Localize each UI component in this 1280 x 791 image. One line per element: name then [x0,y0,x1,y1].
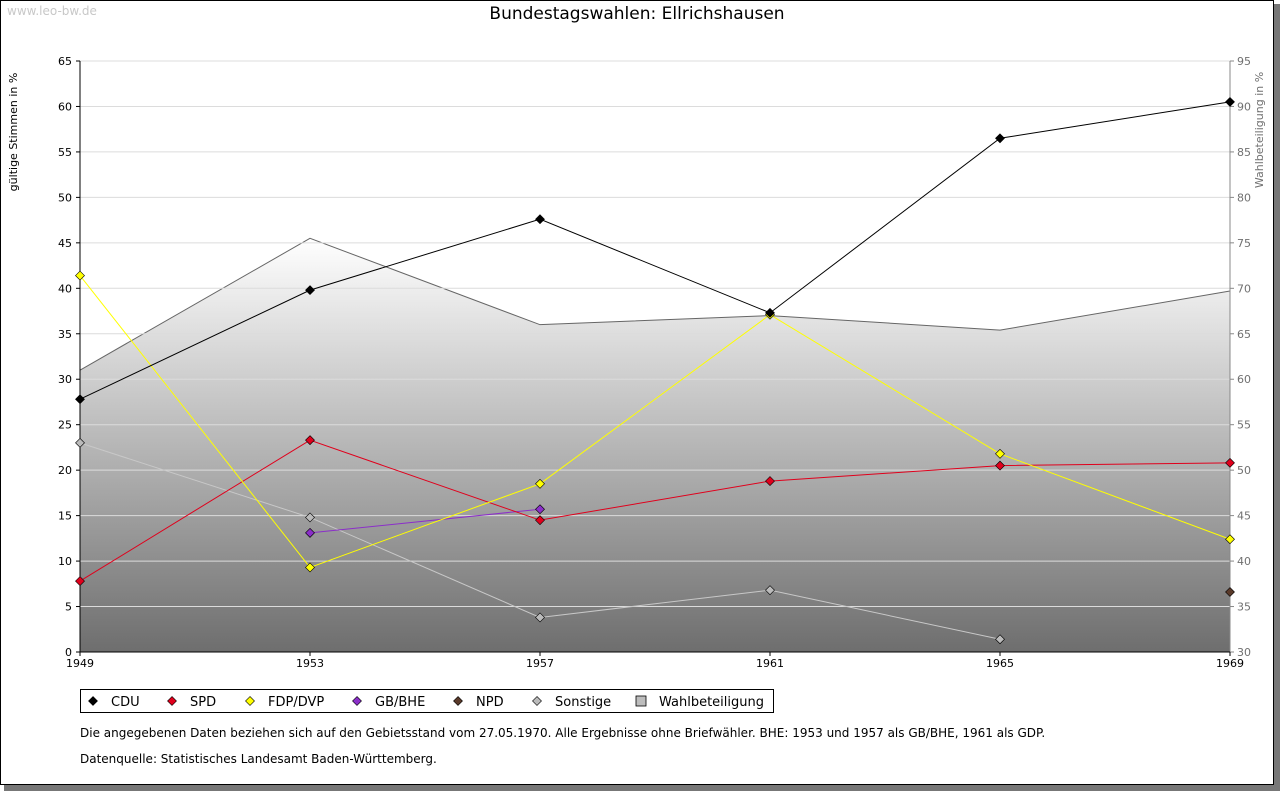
y-tick-label: 25 [58,419,72,432]
x-tick-label: 1969 [1216,657,1244,670]
data-point-sonstige [995,634,1005,645]
y-tick-label: 45 [58,237,72,250]
frame-shadow-right [1274,4,1280,791]
y-right-tick-label: 80 [1237,191,1251,204]
y-right-tick-label: 35 [1237,601,1251,614]
y-tick-label: 15 [58,510,72,523]
data-point-spd [1225,457,1235,468]
y-tick-label: 65 [58,55,72,68]
data-point-spd [535,515,545,526]
y-tick-label: 20 [58,464,72,477]
y-right-tick-label: 65 [1237,328,1251,341]
legend-label-sonstige: Sonstige [555,695,611,710]
y-tick-label: 35 [58,328,72,341]
x-tick-label: 1949 [66,657,94,670]
chart-title: Bundestagswahlen: Ellrichshausen [489,4,785,24]
legend: CDU SPD FDP/DVP GB/BHE NPD Sonstige Wahlbeteil… [80,689,774,713]
y-right-tick-label: 60 [1237,373,1251,386]
legend-marker-cdu [88,696,98,706]
y-right-tick-label: 45 [1237,510,1251,523]
data-point-cdu [305,285,315,296]
legend-label-gb-bhe: GB/BHE [375,695,425,710]
data-point-cdu [765,307,775,318]
y-tick-label: 40 [58,282,72,295]
y-tick-label: 30 [58,373,72,386]
watermark: www.leo-bw.de [7,4,97,18]
y-right-tick-label: 50 [1237,464,1251,477]
data-point-fdp-dvp [995,448,1005,459]
data-point-sonstige [535,612,545,623]
frame-shadow-bottom [4,785,1280,791]
y-right-tick-label: 75 [1237,237,1251,250]
data-point-fdp-dvp [535,478,545,489]
data-point-sonstige [765,585,775,596]
y-right-tick-label: 55 [1237,419,1251,432]
series-line-spd [79,439,1231,582]
legend-label-fdp-dvp: FDP/DVP [268,695,324,710]
y-right-tick-label: 95 [1237,55,1251,68]
data-point-fdp-dvp [1225,534,1235,545]
legend-label-wahlbeteiligung: Wahlbeteiligung [659,695,764,710]
legend-marker-sonstige [532,696,542,706]
y-axis-label: gültige Stimmen in % [7,73,20,192]
data-point-spd [75,576,85,587]
series-line-gb-bhe [309,508,541,534]
data-point-cdu [535,214,545,225]
footnote-area: Die angegebenen Daten beziehen sich auf … [80,726,1046,740]
x-tick-label: 1953 [296,657,324,670]
data-point-spd [305,435,315,446]
y-tick-label: 10 [58,555,72,568]
data-point-gb-bhe [535,504,545,515]
data-point-spd [995,460,1005,471]
x-tick-label: 1965 [986,657,1014,670]
y-tick-label: 50 [58,191,72,204]
y-tick-label: 60 [58,100,72,113]
y-right-tick-label: 90 [1237,100,1251,113]
data-point-fdp-dvp [75,270,85,281]
legend-box [80,689,774,713]
y-axis-right-label: Wahlbeteiligung in % [1253,72,1266,188]
legend-marker-npd [453,696,463,706]
y-tick-label: 5 [65,601,72,614]
data-point-sonstige [305,512,315,523]
x-tick-label: 1961 [756,657,784,670]
legend-label-spd: SPD [190,695,216,710]
series-line-fdp-dvp [79,275,1231,569]
footnote-source: Datenquelle: Statistisches Landesamt Bad… [80,752,437,766]
legend-marker-fdp-dvp [245,696,255,706]
y-right-tick-label: 40 [1237,555,1251,568]
y-right-tick-label: 70 [1237,282,1251,295]
legend-marker-spd [167,696,177,706]
legend-marker-gb-bhe [352,696,362,706]
turnout-area [80,238,1230,653]
series-line-cdu [79,101,1231,400]
y-right-tick-label: 85 [1237,146,1251,159]
y-right-tick-label: 30 [1237,646,1251,659]
data-point-gb-bhe [305,527,315,538]
data-point-sonstige [75,437,85,448]
data-point-fdp-dvp [305,562,315,573]
y-tick-label: 55 [58,146,72,159]
turnout-line [79,237,1231,371]
legend-label-npd: NPD [476,695,504,710]
y-tick-label: 0 [65,646,72,659]
data-point-cdu [75,394,85,405]
x-tick-label: 1957 [526,657,554,670]
data-point-spd [765,476,775,486]
data-point-cdu [995,133,1005,144]
data-point-cdu [1225,96,1235,107]
data-point-npd [1225,587,1235,597]
legend-marker-wahlbeteiligung [635,695,647,707]
legend-label-cdu: CDU [111,695,140,710]
